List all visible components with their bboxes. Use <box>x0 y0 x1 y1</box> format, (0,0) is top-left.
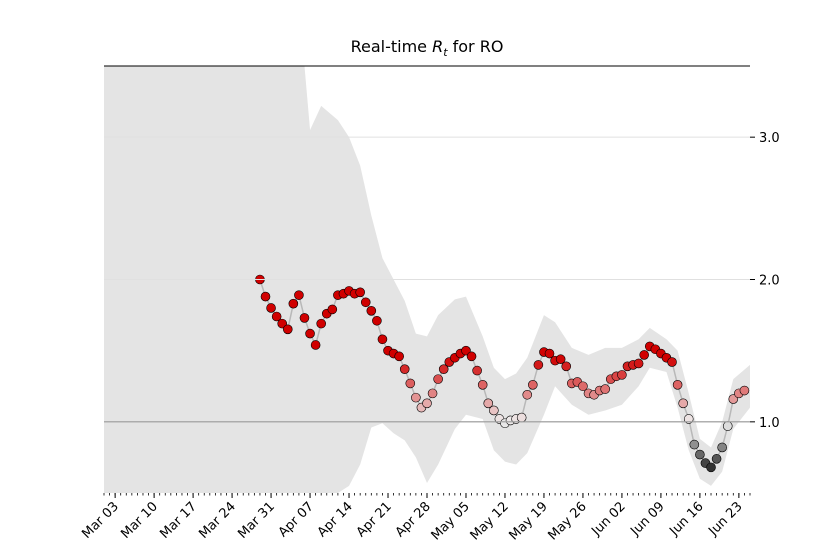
title-symbol: R <box>432 37 443 56</box>
x-tick-label: May 26 <box>546 499 590 543</box>
x-tick-label: Apr 14 <box>315 499 356 540</box>
rt-point <box>377 334 388 345</box>
rt-point <box>299 313 310 323</box>
y-tick-label: 3.0 <box>759 131 780 146</box>
rt-point <box>433 374 443 384</box>
rt-point <box>706 462 716 473</box>
rt-point <box>544 348 555 359</box>
rt-point <box>294 290 304 300</box>
x-tick-label: Mar 03 <box>79 499 122 542</box>
x-tick-label: Jun 23 <box>705 499 745 539</box>
rt-point <box>722 421 733 431</box>
rt-point <box>522 389 533 400</box>
rt-point <box>411 392 421 403</box>
rt-point <box>561 361 572 372</box>
rt-point <box>633 358 644 369</box>
x-tick-label: Apr 21 <box>354 499 395 540</box>
rt-point <box>739 385 750 396</box>
y-tick-label: 2.0 <box>759 274 780 289</box>
rt-point <box>310 340 321 350</box>
rt-point <box>678 398 688 409</box>
rt-point <box>271 311 282 322</box>
title-prefix: Real-time <box>351 37 433 56</box>
rt-point <box>600 384 611 394</box>
rt-point <box>578 381 588 392</box>
confidence-band <box>104 66 750 493</box>
rt-point <box>305 328 315 339</box>
rt-point <box>466 351 477 362</box>
x-tick-label: Jun 16 <box>666 499 706 539</box>
rt-point <box>667 357 677 367</box>
x-tick-label: Mar 24 <box>196 499 239 542</box>
rt-point <box>617 370 627 380</box>
chart-title: Real-time Rt for RO <box>351 37 504 59</box>
x-tick-label: Jun 09 <box>627 499 667 539</box>
rt-point <box>394 351 404 362</box>
x-tick-label: Apr 07 <box>276 499 317 540</box>
rt-point <box>639 350 649 360</box>
x-tick-label: Mar 31 <box>235 499 278 542</box>
rt-point <box>427 388 438 399</box>
rt-point <box>528 380 538 390</box>
x-tick-label: May 19 <box>507 499 551 543</box>
rt-point <box>327 304 338 315</box>
rt-point <box>282 324 293 335</box>
rt-point <box>405 378 416 389</box>
title-subscript: t <box>443 46 448 59</box>
rt-point <box>316 318 326 329</box>
rt-point <box>695 449 705 460</box>
x-tick-label: May 05 <box>429 499 473 543</box>
rt-point <box>533 360 544 370</box>
x-tick-label: May 12 <box>468 499 512 543</box>
rt-point <box>399 364 410 374</box>
rt-point <box>555 354 566 365</box>
x-tick-label: Apr 28 <box>393 499 434 540</box>
y-tick-label: 1.0 <box>759 416 780 431</box>
rt-point <box>483 398 494 409</box>
rt-point <box>672 380 683 390</box>
rt-point <box>711 454 722 464</box>
x-tick-label: Mar 17 <box>157 499 200 542</box>
rt-point <box>717 442 727 453</box>
rt-point <box>360 297 371 308</box>
rt-point <box>355 287 365 298</box>
rt-point <box>477 380 488 390</box>
rt-point <box>422 398 432 409</box>
rt-point <box>472 365 482 376</box>
x-tick-label: Mar 10 <box>118 499 161 542</box>
rt-point <box>689 439 700 450</box>
rt-point <box>438 364 449 374</box>
rt-point <box>489 405 499 416</box>
x-tick-label: Jun 02 <box>588 499 628 539</box>
rt-point <box>372 315 382 326</box>
rt-point <box>288 298 299 309</box>
rt-point <box>260 291 271 302</box>
rt-point <box>516 412 527 423</box>
rt-point <box>366 306 377 316</box>
rt-point <box>266 303 276 313</box>
title-suffix: for RO <box>448 37 504 56</box>
plot-area <box>104 66 750 493</box>
